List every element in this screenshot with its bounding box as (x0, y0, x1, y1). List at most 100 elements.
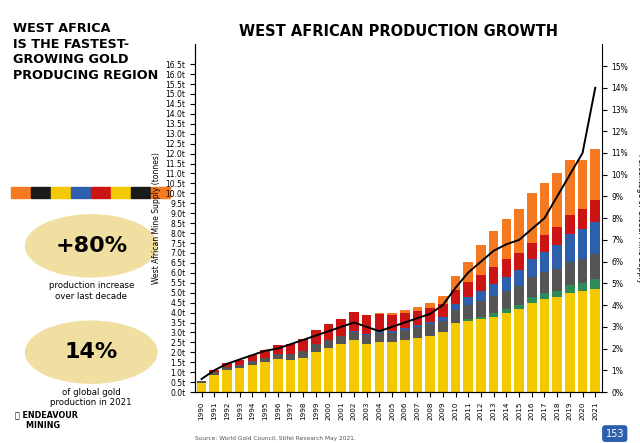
Bar (311, 352, 321, 392)
Bar (413, 326, 422, 327)
Bar (591, 149, 600, 200)
Bar (476, 275, 486, 291)
Bar (337, 319, 346, 336)
Bar (578, 283, 588, 291)
Bar (235, 368, 244, 392)
Bar (413, 307, 422, 311)
Bar (324, 340, 333, 348)
Bar (311, 344, 321, 352)
Bar (222, 363, 232, 367)
Bar (451, 310, 460, 323)
Text: Source: World Gold Council, Stifel Research May 2021.: Source: World Gold Council, Stifel Resea… (195, 436, 356, 441)
Bar (565, 215, 575, 234)
Bar (426, 307, 435, 322)
Bar (451, 323, 460, 392)
Ellipse shape (26, 321, 157, 383)
Bar (578, 159, 588, 209)
Bar (235, 365, 244, 368)
Bar (196, 383, 206, 392)
Bar (11, 187, 30, 198)
Bar (362, 335, 371, 344)
Bar (362, 344, 371, 392)
Bar (591, 254, 600, 279)
Bar (438, 295, 447, 303)
Bar (476, 245, 486, 275)
Y-axis label: Percentage of Global Mine Supply: Percentage of Global Mine Supply (636, 154, 640, 283)
Bar (374, 334, 384, 342)
Text: +80%: +80% (55, 236, 127, 256)
Bar (387, 342, 397, 392)
Bar (413, 338, 422, 392)
Bar (451, 276, 460, 290)
Bar (489, 313, 499, 317)
Bar (337, 344, 346, 392)
Text: production increase
over last decade: production increase over last decade (49, 281, 134, 301)
Bar (152, 187, 170, 198)
Bar (31, 187, 50, 198)
Bar (349, 311, 358, 331)
Bar (298, 339, 308, 351)
Bar (438, 332, 447, 392)
Bar (591, 289, 600, 392)
Bar (324, 324, 333, 340)
Bar (565, 159, 575, 215)
Bar (515, 286, 524, 305)
Bar (222, 367, 232, 370)
Bar (527, 243, 536, 259)
Bar (527, 193, 536, 243)
Bar (552, 269, 562, 291)
Bar (476, 291, 486, 301)
Bar (540, 252, 549, 272)
Bar (565, 234, 575, 262)
Bar (285, 360, 295, 392)
Bar (387, 313, 397, 315)
Bar (374, 331, 384, 334)
Bar (463, 262, 473, 282)
Bar (362, 315, 371, 334)
Bar (591, 279, 600, 289)
Bar (502, 219, 511, 259)
Bar (489, 317, 499, 392)
Text: Ⓐ ENDEAVOUR
    MINING: Ⓐ ENDEAVOUR MINING (15, 410, 77, 430)
Bar (248, 355, 257, 361)
Bar (71, 187, 90, 198)
Bar (578, 209, 588, 229)
Bar (324, 348, 333, 392)
Bar (413, 311, 422, 326)
Bar (387, 315, 397, 331)
Title: WEST AFRICAN PRODUCTION GROWTH: WEST AFRICAN PRODUCTION GROWTH (239, 24, 558, 39)
Bar (196, 381, 206, 383)
Bar (349, 332, 358, 340)
Bar (515, 253, 524, 270)
Bar (463, 319, 473, 321)
Bar (552, 227, 562, 245)
Bar (91, 187, 110, 198)
Bar (540, 293, 549, 299)
Bar (273, 346, 282, 354)
Text: WEST AFRICA
IS THE FASTEST-
GROWING GOLD
PRODUCING REGION: WEST AFRICA IS THE FASTEST- GROWING GOLD… (13, 22, 158, 82)
Bar (578, 291, 588, 392)
Bar (273, 359, 282, 392)
Bar (502, 259, 511, 277)
Bar (552, 297, 562, 392)
Bar (515, 309, 524, 392)
Bar (374, 313, 384, 314)
Bar (463, 321, 473, 392)
Bar (476, 319, 486, 392)
Bar (285, 344, 295, 354)
Bar (248, 365, 257, 392)
Y-axis label: West African Mine Supply (tonnes): West African Mine Supply (tonnes) (152, 152, 161, 284)
Bar (51, 187, 70, 198)
Bar (489, 284, 499, 295)
Bar (349, 340, 358, 392)
Bar (209, 372, 219, 375)
Bar (489, 231, 499, 267)
Bar (362, 334, 371, 335)
Bar (502, 277, 511, 291)
Bar (222, 370, 232, 392)
Text: 14%: 14% (65, 342, 118, 362)
Bar (463, 282, 473, 297)
Bar (451, 290, 460, 303)
Bar (426, 322, 435, 324)
Bar (438, 321, 447, 332)
